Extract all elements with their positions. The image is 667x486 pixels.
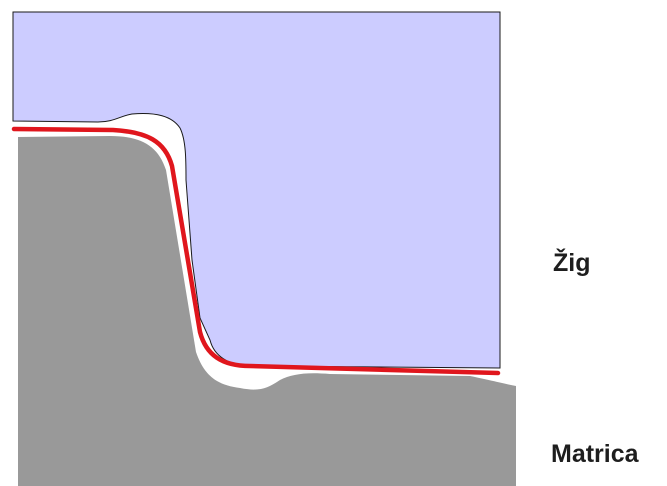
punch-label: Žig [553,249,591,277]
die-label: Matrica [551,440,639,468]
die-body [18,136,516,486]
punch-body [12,11,501,369]
sheet-metal-line [11,126,501,376]
